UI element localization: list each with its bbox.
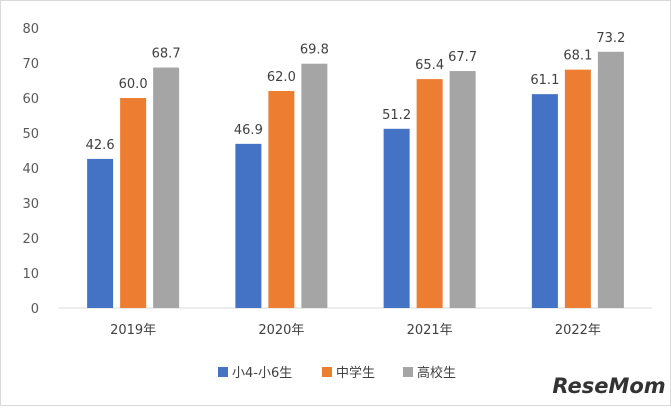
data-label: 62.0 — [267, 70, 296, 85]
bar — [564, 69, 591, 309]
y-tick-label: 50 — [22, 127, 39, 142]
bar — [235, 143, 262, 308]
y-tick-label: 40 — [22, 162, 39, 177]
legend-swatch — [322, 367, 332, 377]
y-tick-label: 30 — [22, 197, 39, 212]
data-label: 68.7 — [152, 47, 181, 62]
data-label: 67.7 — [448, 50, 477, 65]
data-label: 46.9 — [234, 123, 263, 138]
data-label: 68.1 — [563, 49, 592, 64]
data-label: 51.2 — [382, 108, 411, 123]
data-label: 42.6 — [86, 138, 115, 153]
bar — [449, 71, 476, 308]
data-labels: 42.6 60.0 68.7 46.9 62.0 69.8 51.2 65.4 67.7 61.1… — [86, 31, 626, 153]
bar — [416, 79, 443, 308]
bars — [87, 51, 624, 309]
legend-swatch — [218, 367, 228, 377]
x-tick-label: 2019年 — [110, 323, 156, 338]
legend: 小4-小6生 中学生 高校生 — [218, 365, 456, 381]
legend-label: 高校生 — [417, 365, 456, 381]
resemom-logo-text: ReseMom — [552, 374, 665, 398]
y-tick-label: 0 — [31, 302, 39, 317]
x-tick-label: 2020年 — [258, 323, 304, 338]
x-tick-label: 2021年 — [407, 323, 453, 338]
legend-swatch — [403, 367, 413, 377]
data-label: 65.4 — [415, 58, 444, 73]
legend-label: 中学生 — [336, 365, 375, 381]
bar — [268, 91, 295, 308]
data-label: 69.8 — [300, 43, 329, 58]
bar — [597, 51, 624, 309]
legend-label: 小4-小6生 — [232, 366, 292, 381]
y-axis-tick-labels: 0 10 20 30 40 50 60 70 80 — [22, 22, 39, 317]
bar — [153, 67, 180, 308]
y-tick-label: 20 — [22, 232, 39, 247]
x-axis-tick-labels: 2019年 2020年 2021年 2022年 — [110, 323, 601, 338]
bar — [383, 128, 410, 308]
bar — [301, 63, 328, 309]
bar — [120, 98, 147, 308]
data-label: 61.1 — [530, 73, 559, 88]
bar — [531, 94, 558, 309]
y-tick-label: 70 — [22, 57, 39, 72]
resemom-logo: ReseMom — [552, 374, 665, 398]
data-label: 60.0 — [119, 77, 148, 92]
data-label: 73.2 — [596, 31, 625, 46]
bar — [87, 158, 114, 308]
y-tick-label: 80 — [22, 22, 39, 37]
x-tick-label: 2022年 — [555, 323, 601, 338]
y-tick-label: 10 — [22, 267, 39, 282]
y-tick-label: 60 — [22, 92, 39, 107]
